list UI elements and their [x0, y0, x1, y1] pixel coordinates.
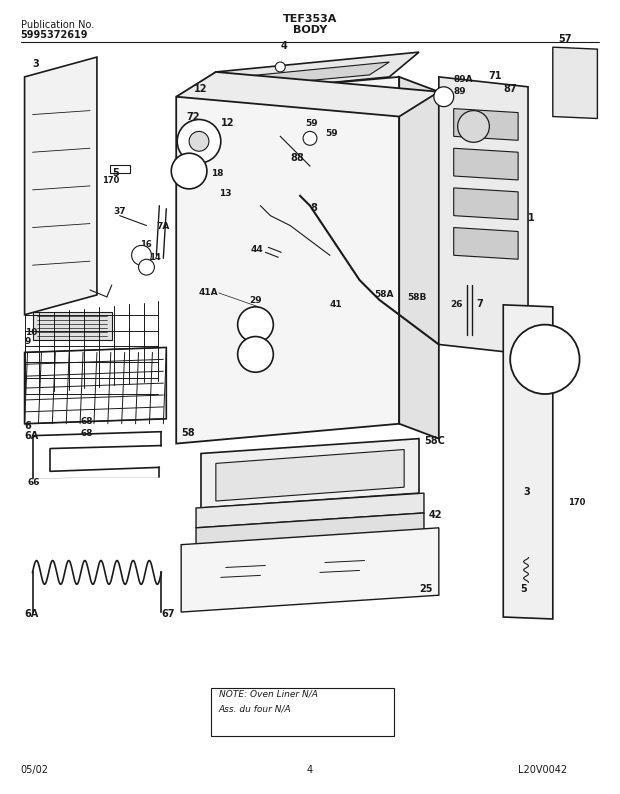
Text: Ass. du four N/A: Ass. du four N/A [219, 704, 291, 713]
Text: NOTE: Oven Liner N/A: NOTE: Oven Liner N/A [219, 689, 317, 698]
Text: 25: 25 [419, 584, 433, 594]
Bar [526, 364, 564, 376]
Text: 62: 62 [539, 333, 551, 341]
Polygon shape [553, 47, 598, 118]
Bar [249, 348, 262, 361]
Text: 68: 68 [80, 429, 92, 437]
Text: 05/02: 05/02 [20, 765, 48, 775]
Text: 12: 12 [221, 118, 234, 129]
Text: 6: 6 [25, 421, 32, 430]
Polygon shape [176, 77, 399, 444]
Text: 87: 87 [503, 83, 517, 94]
Circle shape [177, 120, 221, 163]
Text: 14: 14 [149, 253, 161, 262]
Text: 59: 59 [305, 119, 317, 129]
Text: 88: 88 [290, 153, 304, 163]
Text: 58B: 58B [407, 293, 427, 302]
Text: 9: 9 [25, 337, 31, 346]
Text: 57: 57 [558, 34, 571, 44]
Circle shape [171, 153, 207, 189]
Text: 7A: 7A [156, 222, 170, 230]
Polygon shape [221, 62, 389, 89]
Text: 16: 16 [140, 241, 151, 249]
Bar [249, 318, 262, 332]
Text: 44: 44 [250, 245, 264, 254]
Bar [211, 688, 394, 736]
Text: 17: 17 [130, 251, 141, 260]
Text: 5995372619: 5995372619 [20, 30, 88, 40]
Text: 29: 29 [249, 296, 262, 305]
Polygon shape [454, 109, 518, 141]
Text: 1: 1 [528, 213, 535, 222]
Circle shape [237, 306, 273, 342]
Circle shape [131, 245, 151, 265]
Polygon shape [454, 228, 518, 260]
Polygon shape [25, 57, 97, 314]
Text: 21: 21 [249, 326, 262, 334]
Text: 72: 72 [186, 111, 200, 121]
Polygon shape [181, 528, 439, 612]
Text: 72: 72 [177, 163, 191, 173]
Text: 18: 18 [211, 169, 223, 178]
Text: 58: 58 [181, 428, 195, 437]
Circle shape [189, 131, 209, 151]
Polygon shape [201, 438, 419, 508]
Circle shape [458, 110, 489, 142]
Text: 3: 3 [523, 487, 530, 497]
Text: 5: 5 [112, 168, 118, 178]
Text: 41: 41 [330, 300, 342, 309]
Text: 26: 26 [451, 300, 463, 309]
Text: 71: 71 [489, 71, 502, 81]
Text: 8: 8 [310, 202, 317, 213]
Text: TEF353A: TEF353A [283, 14, 337, 25]
Circle shape [138, 260, 154, 275]
Polygon shape [454, 188, 518, 220]
Polygon shape [399, 77, 439, 438]
Polygon shape [503, 305, 553, 619]
Text: 58A: 58A [374, 290, 394, 299]
Polygon shape [454, 148, 518, 180]
Text: BODY: BODY [293, 25, 327, 35]
Text: 6A: 6A [25, 609, 39, 619]
Text: 7: 7 [477, 299, 483, 309]
Polygon shape [439, 77, 528, 354]
Text: 3: 3 [32, 59, 39, 69]
Polygon shape [176, 72, 439, 117]
Polygon shape [186, 52, 419, 97]
Circle shape [303, 131, 317, 145]
Text: L20V0042: L20V0042 [518, 765, 567, 775]
Circle shape [237, 337, 273, 372]
Text: 5: 5 [520, 584, 527, 594]
Circle shape [275, 62, 285, 72]
Text: 67: 67 [161, 609, 175, 619]
Text: 170: 170 [102, 176, 119, 185]
Text: 63: 63 [539, 367, 551, 376]
Polygon shape [196, 513, 424, 545]
Text: 89A: 89A [454, 75, 473, 84]
Text: 37: 37 [114, 206, 126, 216]
Text: 6A: 6A [25, 430, 39, 441]
Bar [526, 350, 564, 362]
Text: 42: 42 [429, 510, 443, 520]
Text: 10: 10 [25, 328, 37, 337]
Text: 66: 66 [27, 478, 40, 488]
Text: 12: 12 [194, 84, 208, 94]
Text: 4: 4 [307, 765, 313, 775]
Bar [110, 165, 130, 173]
Circle shape [510, 325, 580, 394]
Text: 58C: 58C [424, 436, 445, 445]
Text: 4: 4 [280, 41, 287, 51]
Text: 68: 68 [80, 417, 92, 426]
Polygon shape [216, 449, 404, 501]
Text: Publication No.: Publication No. [20, 21, 94, 30]
Text: 41A: 41A [199, 288, 219, 297]
Text: 13: 13 [219, 189, 231, 198]
Bar [32, 312, 112, 340]
Text: 89: 89 [454, 87, 466, 96]
Text: 59: 59 [325, 129, 337, 138]
Text: 170: 170 [568, 498, 585, 507]
Polygon shape [196, 493, 424, 528]
Circle shape [434, 87, 454, 106]
